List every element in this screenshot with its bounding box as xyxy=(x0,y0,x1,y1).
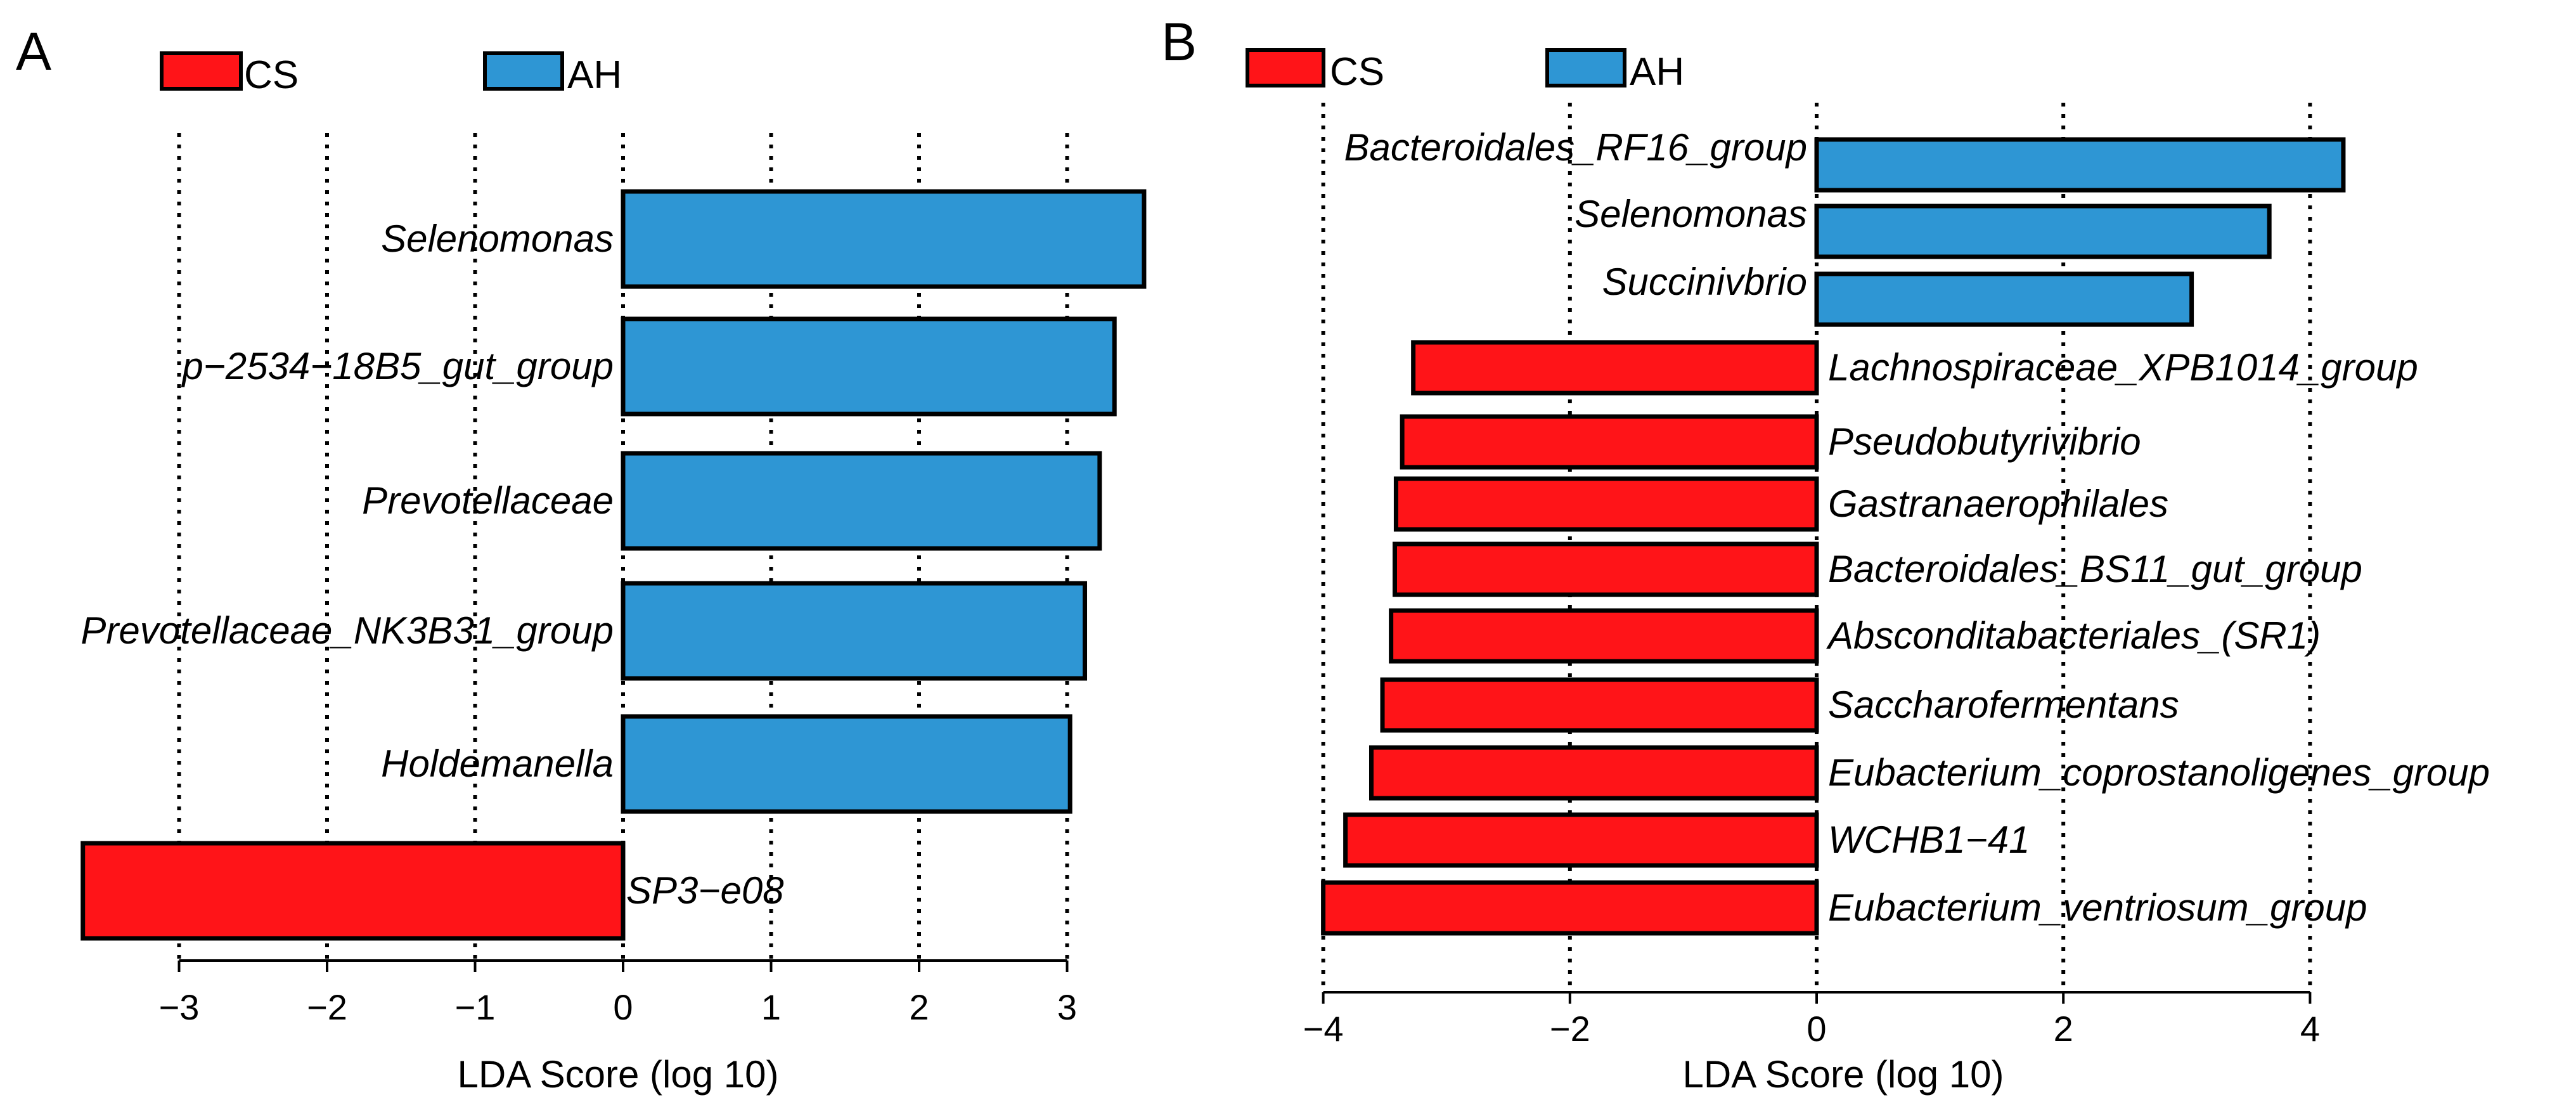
bar xyxy=(1343,812,1819,868)
x-tick-label: −3 xyxy=(159,987,200,1027)
bar xyxy=(1814,271,2194,327)
bar xyxy=(1380,677,1819,733)
bar xyxy=(621,581,1088,681)
legend-swatch-ah xyxy=(1545,48,1626,87)
legend-swatch-cs xyxy=(160,51,243,91)
x-tick-label: 1 xyxy=(761,987,781,1027)
bar xyxy=(1389,608,1819,664)
x-tick-label: −2 xyxy=(307,987,347,1027)
bar-label: Saccharofermentans xyxy=(1828,683,2179,726)
bar-label: p−2534−18B5_gut_group xyxy=(181,345,614,387)
bar-label: SP3−e08 xyxy=(626,869,784,912)
bar-label: Selenomonas xyxy=(1575,193,1807,235)
x-axis-title: LDA Score (log 10) xyxy=(458,1053,779,1096)
bar-label: Succinivbrio xyxy=(1602,261,1807,303)
bar-label: Selenomonas xyxy=(381,217,614,260)
panel-letter: B xyxy=(1161,12,1197,72)
x-tick-label: 3 xyxy=(1057,987,1077,1027)
x-tick-label: 2 xyxy=(2054,1009,2073,1049)
legend-swatch-ah xyxy=(483,51,564,91)
x-tick-label: −2 xyxy=(1550,1009,1590,1049)
bar xyxy=(1321,880,1819,936)
legend-label-ah: AH xyxy=(567,53,622,97)
bar-label: Holdemanella xyxy=(381,742,614,785)
legend-label-ah: AH xyxy=(1630,50,1684,94)
x-axis-title: LDA Score (log 10) xyxy=(1683,1053,2004,1096)
x-tick-label: 0 xyxy=(613,987,633,1027)
bar xyxy=(1368,745,1819,801)
bar xyxy=(1393,476,1819,532)
bar-label: Eubacterium_coprostanoligenes_group xyxy=(1828,751,2490,794)
bar xyxy=(1814,204,2272,259)
bar-label: Gastranaerophilales xyxy=(1828,482,2168,525)
bar-label: Absconditabacteriales_(SR1) xyxy=(1826,614,2321,657)
bar-label: Bacteroidales_RF16_group xyxy=(1344,126,1807,169)
bar-label: Prevotellaceae_NK3B31_group xyxy=(80,609,614,652)
bar-label: Pseudobutyrivibrio xyxy=(1828,420,2141,463)
bar-label: Eubacterium_ventriosum_group xyxy=(1828,886,2367,929)
bar-label: Bacteroidales_BS11_gut_group xyxy=(1828,548,2362,590)
x-tick-label: −1 xyxy=(455,987,496,1027)
bar xyxy=(621,451,1102,551)
bar xyxy=(621,189,1147,289)
bar xyxy=(621,714,1072,814)
x-tick-label: −4 xyxy=(1303,1009,1344,1049)
bar xyxy=(1400,414,1819,470)
bar xyxy=(1392,541,1819,597)
bar xyxy=(80,841,626,941)
x-tick-label: 0 xyxy=(1806,1009,1826,1049)
x-tick-label: 4 xyxy=(2300,1009,2320,1049)
bar xyxy=(621,316,1117,417)
bar xyxy=(1814,137,2346,193)
bar-label: WCHB1−41 xyxy=(1828,819,2030,861)
bar xyxy=(1411,340,1819,396)
legend-label-cs: CS xyxy=(1330,50,1384,94)
bar-label: Lachnospiraceae_XPB1014_group xyxy=(1828,346,2418,389)
x-tick-label: 2 xyxy=(909,987,929,1027)
panel-a: A CS AH Selenomonas p−2534−18B5_gut_group Pre… xyxy=(16,22,1147,1096)
legend-label-cs: CS xyxy=(244,53,299,97)
panel-letter: A xyxy=(16,22,51,81)
legend-swatch-cs xyxy=(1246,48,1325,87)
panel-b: B CS AH Bacteroidales_RF16_group Selenomonas… xyxy=(1161,12,2490,1096)
bar-label: Prevotellaceae xyxy=(362,479,614,522)
